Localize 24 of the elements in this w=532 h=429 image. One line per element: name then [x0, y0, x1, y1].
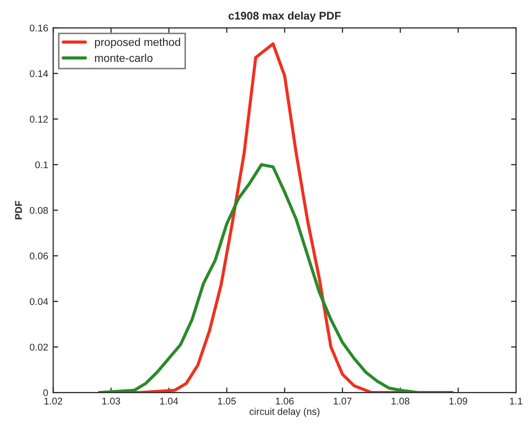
x-tick-label: 1.1 — [510, 398, 522, 404]
chart-title: c1908 max delay PDF — [228, 12, 341, 22]
legend-label: monte-carlo — [95, 54, 153, 62]
x-tick-label: 1.07 — [334, 398, 352, 405]
legend-label: proposed method — [95, 38, 180, 48]
x-tick-label: 1.06 — [276, 398, 294, 405]
x-tick-label: 1.02 — [44, 398, 62, 405]
y-tick-label: 0.12 — [30, 116, 48, 123]
x-tick-label: 1.03 — [102, 398, 120, 405]
x-axis-title: circuit delay (ns) — [250, 408, 320, 417]
x-tick-label: 1.09 — [449, 398, 468, 405]
y-tick-label: 0.06 — [30, 252, 48, 260]
x-tick-label: 1.04 — [160, 398, 178, 405]
y-tick-label: 0 — [43, 389, 48, 396]
y-tick-label: 0.16 — [30, 24, 48, 32]
y-tick-label: 0.02 — [30, 344, 48, 351]
y-tick-label: 0.14 — [30, 70, 48, 78]
y-tick-label: 0.08 — [30, 206, 48, 214]
y-axis-title: PDF — [15, 200, 22, 220]
y-tick-label: 0.04 — [30, 298, 48, 305]
x-tick-label: 1.05 — [218, 398, 236, 405]
line-series — [98, 163, 454, 393]
y-tick-label: 0.1 — [35, 161, 48, 168]
x-tick-label: 1.08 — [392, 398, 410, 405]
